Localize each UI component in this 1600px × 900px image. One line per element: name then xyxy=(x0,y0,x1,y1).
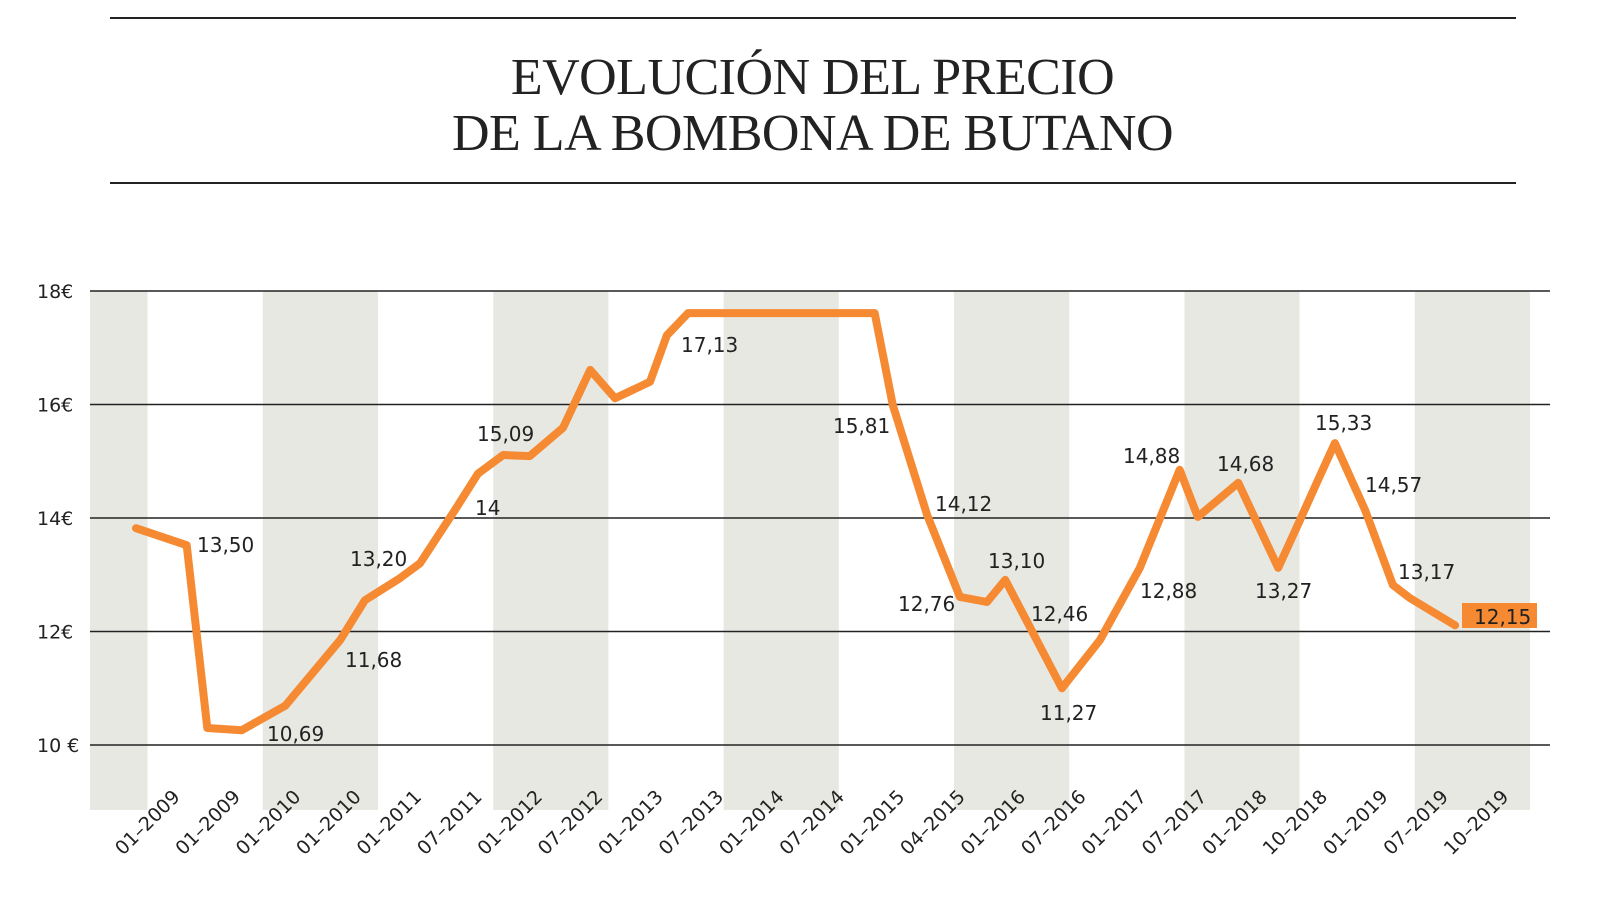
data-label: 11,27 xyxy=(1040,701,1097,725)
data-label: 13,20 xyxy=(350,547,407,571)
data-label: 12,76 xyxy=(898,592,955,616)
data-label: 13,10 xyxy=(988,549,1045,573)
data-label: 15,33 xyxy=(1315,411,1372,435)
data-label: 14 xyxy=(475,496,500,520)
x-tick-label: 01–2019 xyxy=(1319,786,1393,860)
data-label: 13,17 xyxy=(1398,560,1455,584)
data-label: 14,12 xyxy=(935,492,992,516)
data-label: 14,88 xyxy=(1123,444,1180,468)
chart-title-line-2: DE LA BOMBONA DE BUTANO xyxy=(451,105,1174,162)
x-tick-label: 07–2013 xyxy=(655,786,729,860)
background-band xyxy=(1414,291,1530,810)
background-band xyxy=(262,291,378,810)
x-tick-label: 01–2017 xyxy=(1077,786,1151,860)
data-label: 10,69 xyxy=(267,722,324,746)
background-band xyxy=(723,291,839,810)
y-tick-label: 18€ xyxy=(37,281,73,303)
x-tick-label: 01–2009 xyxy=(171,786,245,860)
data-label: 13,50 xyxy=(197,533,254,557)
data-label: 14,68 xyxy=(1217,452,1274,476)
x-tick-label: 07–2011 xyxy=(413,786,487,860)
data-label: 15,81 xyxy=(833,414,890,438)
chart-title-line-1: EVOLUCIÓN DEL PRECIO xyxy=(510,49,1115,106)
current-price-highlight xyxy=(1462,603,1537,628)
data-label: 13,27 xyxy=(1255,579,1312,603)
y-tick-label: 16€ xyxy=(37,395,73,417)
data-label: 14,57 xyxy=(1365,473,1422,497)
x-tick-label: 04–2015 xyxy=(896,786,970,860)
price-line xyxy=(132,309,1460,735)
background-band xyxy=(1184,291,1300,810)
y-tick-label: 14€ xyxy=(37,508,73,530)
top-rule xyxy=(110,17,1516,19)
data-label: 12,46 xyxy=(1031,602,1088,626)
data-label: 17,13 xyxy=(681,333,738,357)
y-tick-label: 12€ xyxy=(37,622,73,644)
x-tick-label: 07–2017 xyxy=(1138,786,1212,860)
data-label: 11,68 xyxy=(345,648,402,672)
data-label: 12,88 xyxy=(1140,579,1197,603)
current-price-label: 12,15 xyxy=(1474,605,1531,629)
y-tick-label: 10 € xyxy=(37,735,79,757)
x-tick-label: 01–2015 xyxy=(836,786,910,860)
background-band xyxy=(954,291,1070,810)
bottom-rule xyxy=(110,182,1516,184)
data-label: 15,09 xyxy=(477,422,534,446)
background-band xyxy=(90,291,148,810)
